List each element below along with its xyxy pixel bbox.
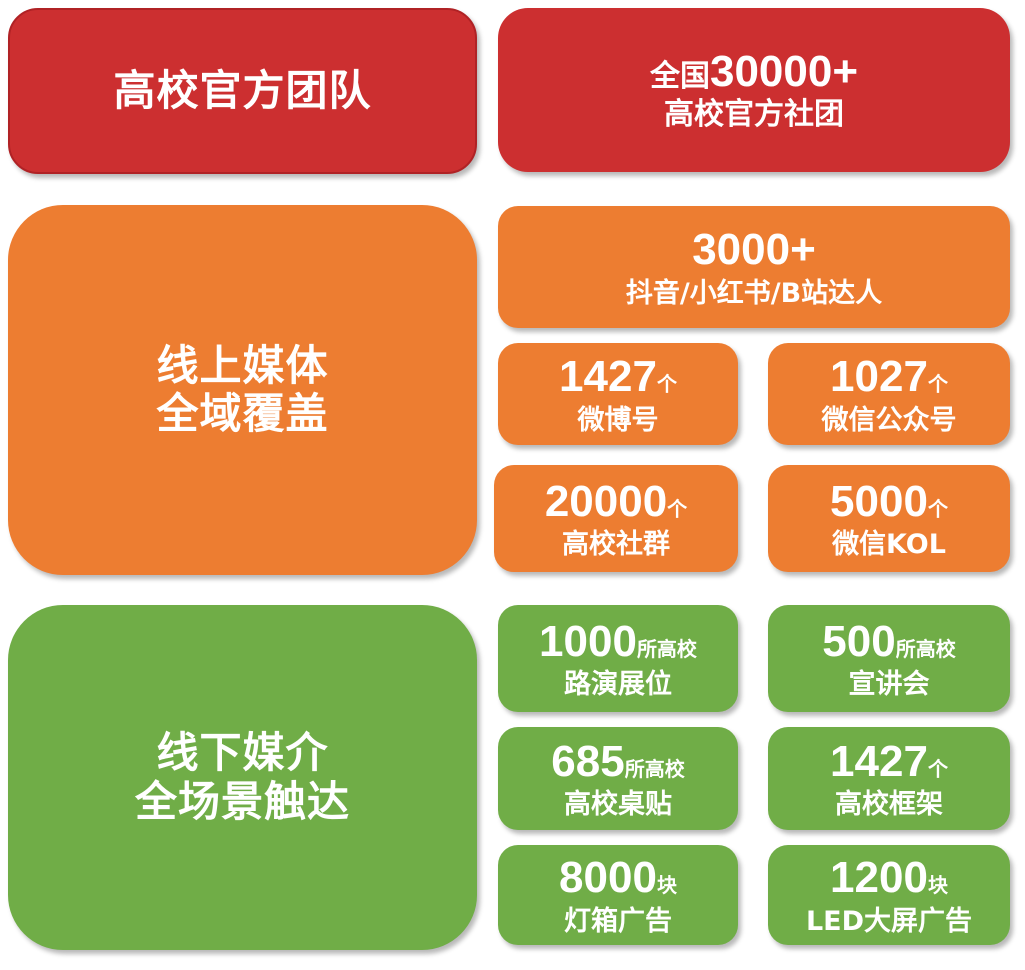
card-unit: 个 [927,372,948,397]
card-unit: 所高校 [895,636,956,661]
card-number: 1427 [559,352,657,402]
offline-card: 1000所高校 路演展位 [498,605,738,712]
offline-title-line1: 线下媒介 [156,728,329,778]
offline-card: 8000块 灯箱广告 [498,845,738,945]
card-number: 3000+ [692,225,816,275]
online-title-line1: 线上媒体 [156,340,329,390]
card-number: 1027 [830,352,928,402]
card-number: 1427 [830,736,928,786]
online-heading-box: 线上媒体 全域覆盖 [8,205,477,575]
offline-card: 1427个 高校框架 [768,727,1010,830]
card-unit: 个 [667,496,688,521]
offline-heading-box: 线下媒介 全场景触达 [8,605,477,950]
team-title: 高校官方团队 [113,65,372,115]
team-stat-line: 全国30000+ [650,47,858,98]
team-stat-number: 30000+ [709,47,859,97]
online-card: 1027个 微信公众号 [768,343,1010,445]
card-unit: 个 [927,756,948,781]
card-number: 20000 [544,476,668,526]
offline-card: 685所高校 高校桌贴 [498,727,738,830]
team-stat-prefix: 全国 [649,59,710,95]
online-card: 5000个 微信KOL [768,465,1010,572]
card-unit: 个 [656,372,677,397]
online-card: 1427个 微博号 [498,343,738,445]
card-number: 500 [822,616,896,666]
card-label: 微信公众号 [821,404,957,436]
card-unit: 个 [927,496,948,521]
card-number: 1200 [830,853,928,903]
card-number: 5000 [830,476,928,526]
card-number: 685 [551,736,625,786]
online-card: 3000+ 抖音/小红书/B站达人 [498,206,1010,328]
card-number: 8000 [559,853,657,903]
offline-card: 1200块 LED大屏广告 [768,845,1010,945]
card-label: 微博号 [577,404,659,436]
card-label: 高校框架 [835,789,943,821]
online-card: 20000个 高校社群 [494,465,738,572]
card-unit: 块 [927,873,948,898]
team-stat-label: 高校官方社团 [664,97,844,133]
card-unit: 所高校 [636,636,697,661]
offline-card: 500所高校 宣讲会 [768,605,1010,712]
card-label: 高校桌贴 [564,789,672,821]
card-label: LED大屏广告 [805,905,973,937]
offline-title-line2: 全场景触达 [134,776,350,826]
online-title-line2: 全域覆盖 [156,389,329,438]
card-label: 微信KOL [832,529,946,561]
card-label: 路演展位 [564,669,672,701]
team-stat-card: 全国30000+ 高校官方社团 [498,8,1010,172]
card-label: 抖音/小红书/B站达人 [625,277,883,309]
team-heading-box: 高校官方团队 [8,8,477,174]
card-unit: 块 [656,873,677,898]
card-unit: 所高校 [624,756,685,781]
card-label: 高校社群 [562,529,670,561]
card-label: 宣讲会 [848,669,930,701]
card-number: 1000 [539,616,637,666]
card-label: 灯箱广告 [564,905,672,937]
